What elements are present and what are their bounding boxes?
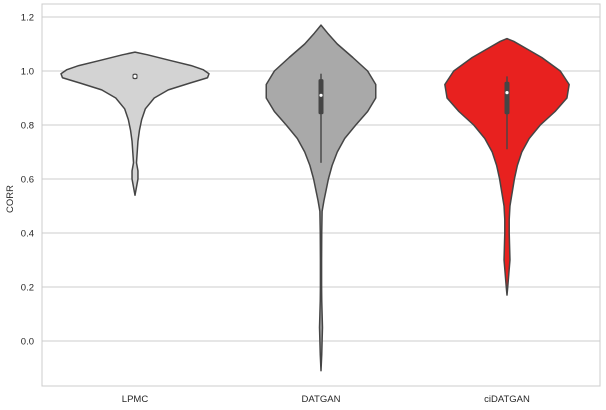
- plot-area: 0.0 0.2 0.4 0.6 0.8 1.0 1.2 LPMC DATGAN ciDATGAN: [21, 3, 601, 405]
- y-axis-title: CORR: [5, 185, 16, 213]
- violin-median: [133, 74, 137, 78]
- y-tick-label: 1.0: [21, 67, 34, 78]
- y-tick-label: 0.6: [21, 175, 34, 186]
- y-tick-label: 0.8: [21, 121, 34, 132]
- violin-median: [319, 93, 323, 97]
- y-tick-label: 1.2: [21, 13, 34, 24]
- violin-box: [504, 81, 510, 115]
- y-tick-label: 0.4: [21, 229, 34, 240]
- x-tick-label: DATGAN: [302, 394, 341, 405]
- y-tick-label: 0.2: [21, 283, 34, 294]
- violin-lpmc: [60, 51, 210, 196]
- x-tick-label: ciDATGAN: [484, 394, 530, 405]
- violin-median: [505, 91, 509, 95]
- violin-datgan: [265, 24, 377, 372]
- violin-cidatgan: [444, 37, 570, 296]
- y-tick-label: 0.0: [21, 337, 34, 348]
- x-tick-label: LPMC: [122, 394, 149, 405]
